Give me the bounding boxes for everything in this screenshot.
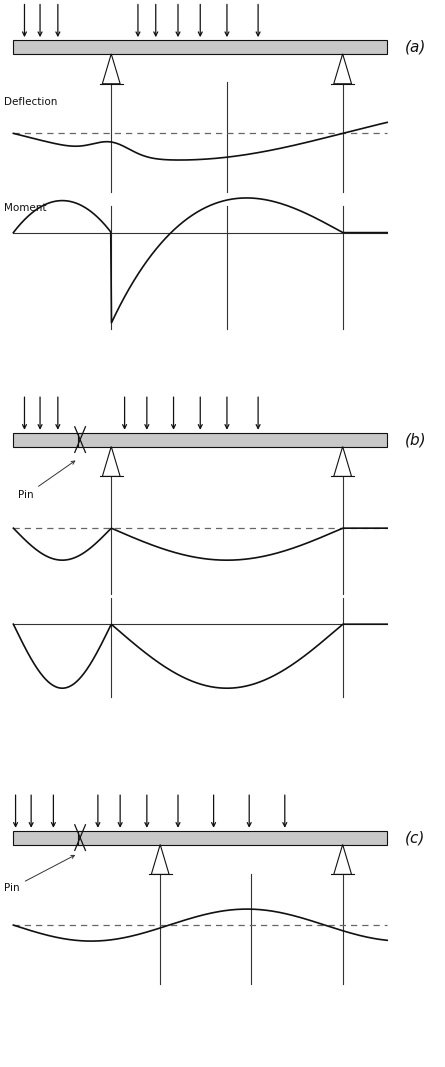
Polygon shape <box>334 53 352 84</box>
Bar <box>13 830 82 845</box>
Bar <box>78 433 387 446</box>
Polygon shape <box>102 53 120 84</box>
Text: Pin: Pin <box>4 856 74 893</box>
Bar <box>13 433 82 446</box>
Polygon shape <box>102 446 120 476</box>
Text: (a): (a) <box>405 39 426 54</box>
Polygon shape <box>151 845 169 875</box>
Polygon shape <box>334 845 352 875</box>
Text: (b): (b) <box>405 432 427 447</box>
Text: Moment: Moment <box>4 204 47 213</box>
Text: Pin: Pin <box>18 461 75 500</box>
Text: Deflection: Deflection <box>4 97 58 107</box>
Bar <box>13 39 387 53</box>
Bar <box>78 830 387 845</box>
Polygon shape <box>334 446 352 476</box>
Text: (c): (c) <box>405 830 425 845</box>
